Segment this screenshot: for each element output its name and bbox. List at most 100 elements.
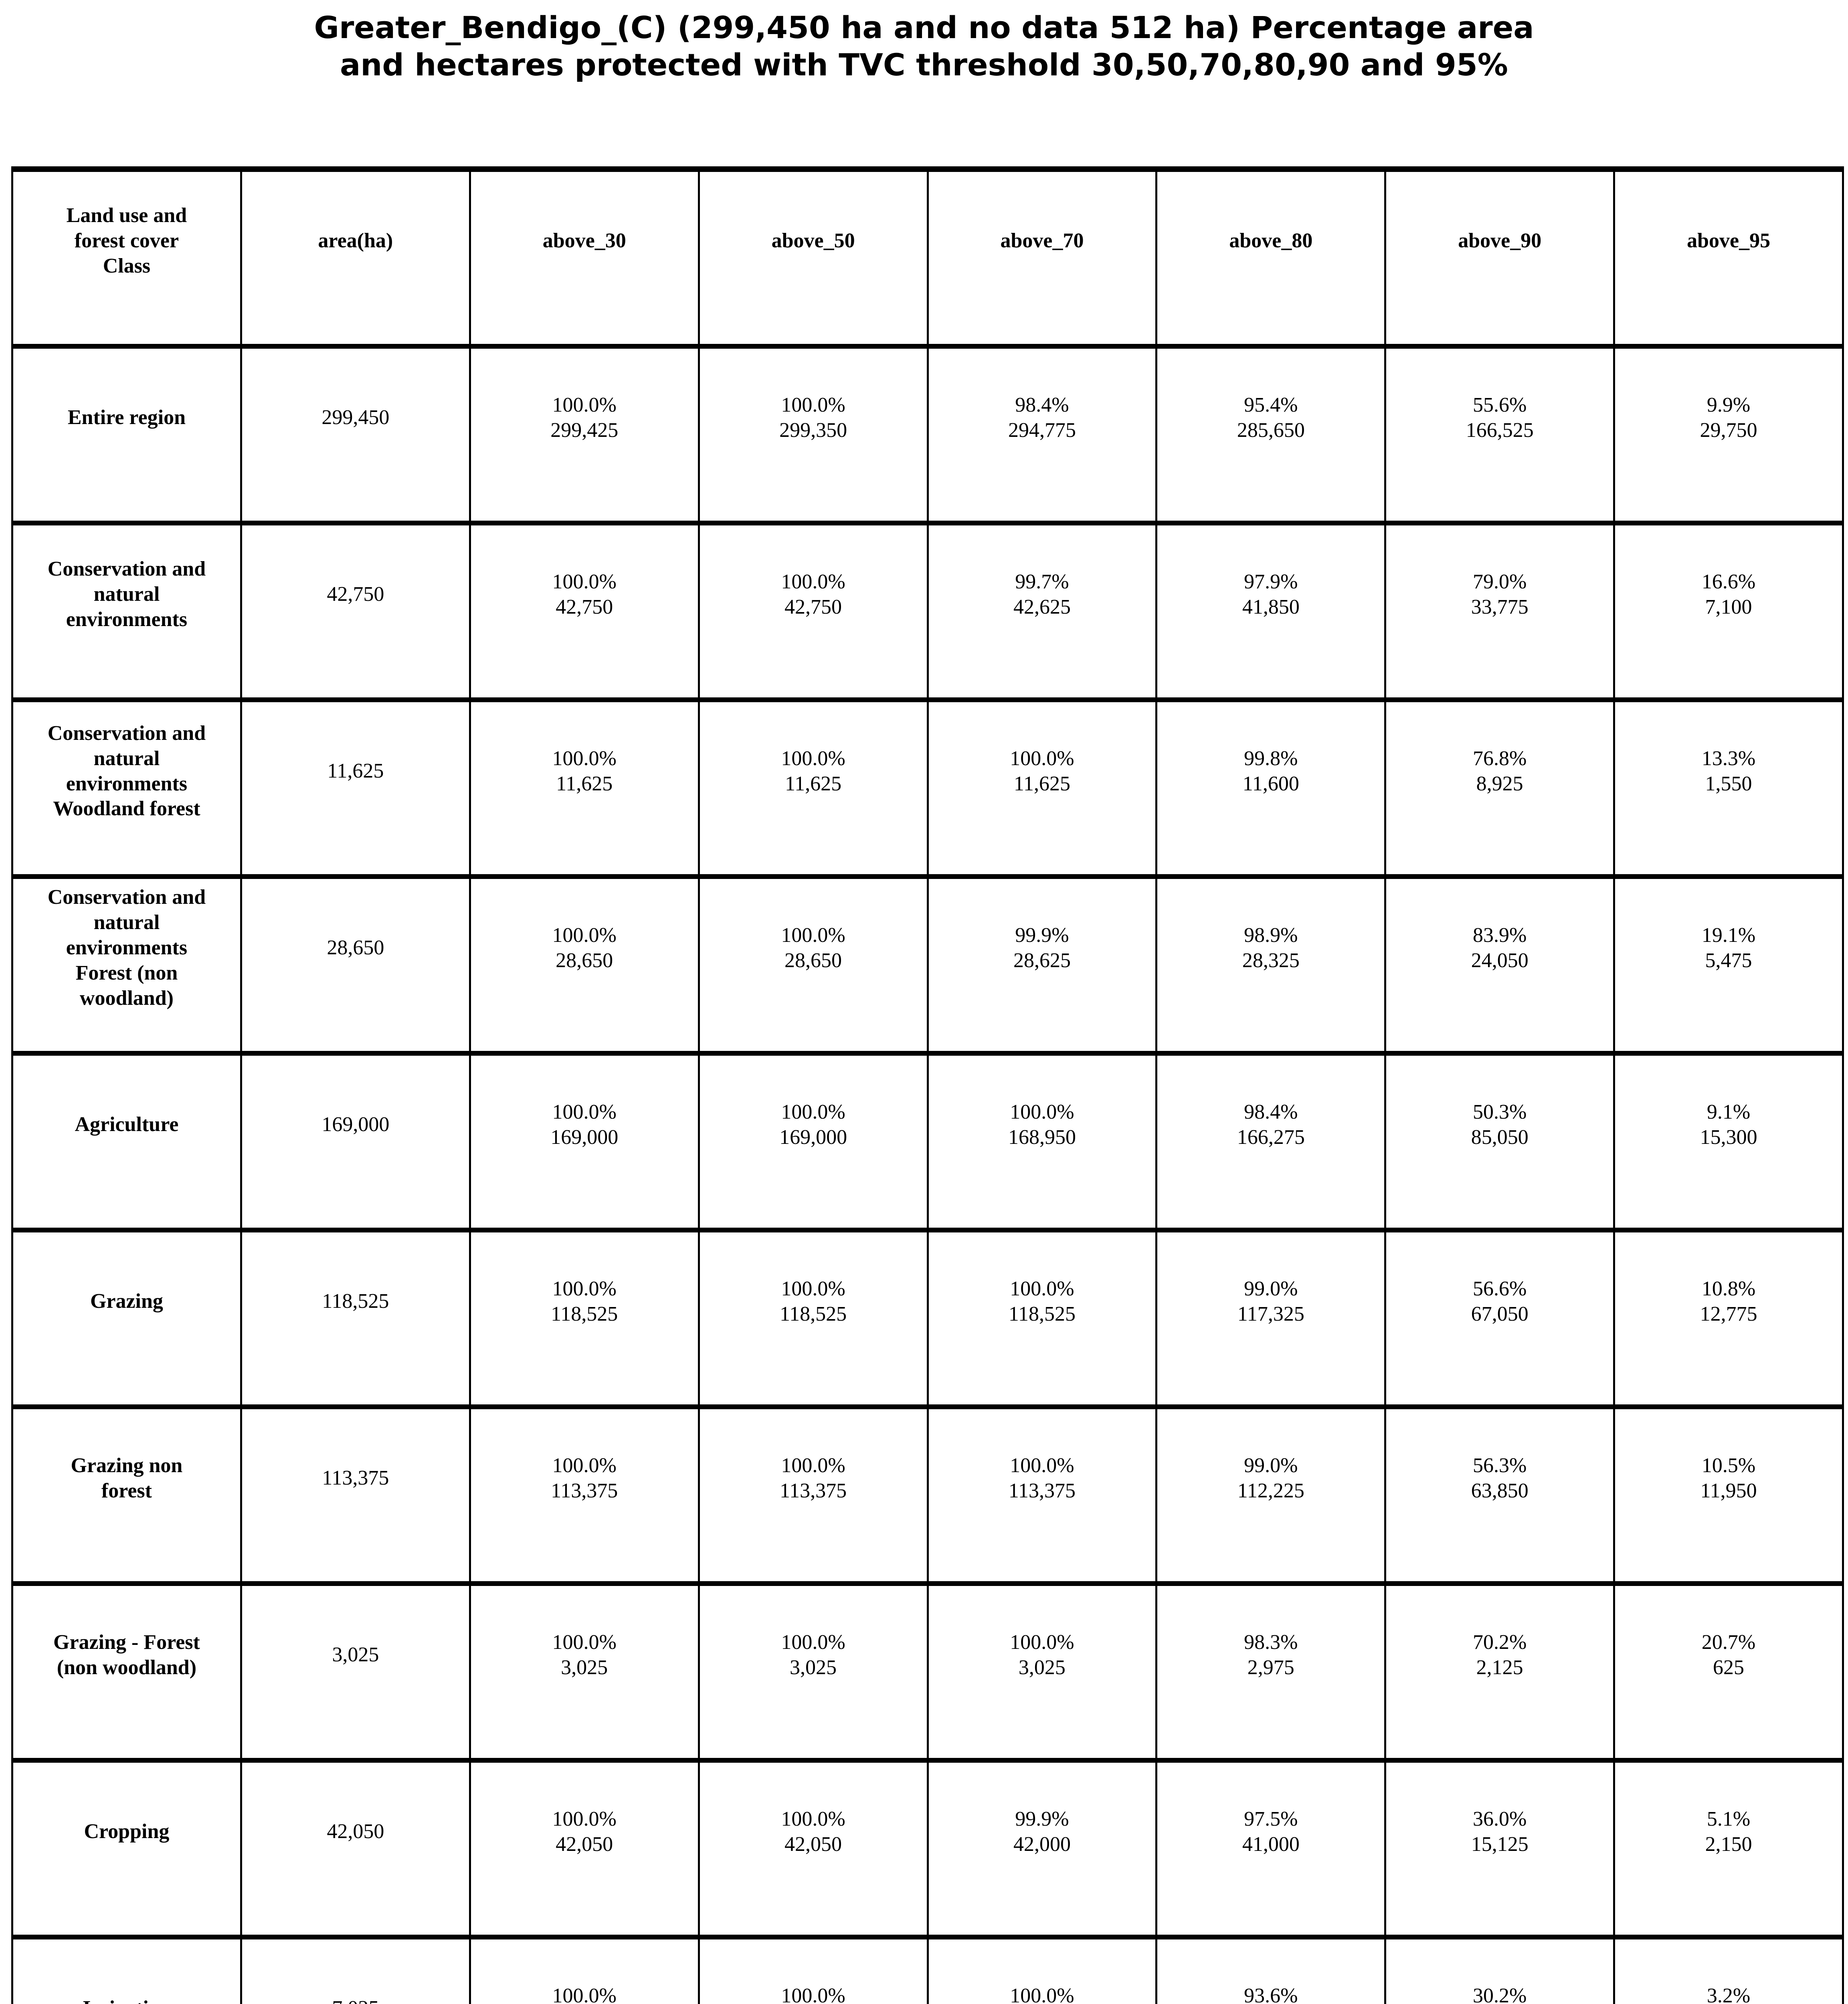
pct-value: 100.0% — [1010, 1277, 1074, 1300]
value-cell: 10.8% 12,775 — [1615, 1232, 1842, 1404]
value-cell: 100.0% 11,625 — [471, 702, 700, 874]
value-cell: 99.0% 117,325 — [1157, 1232, 1387, 1404]
ha-value: 118,525 — [780, 1302, 847, 1325]
row-label-cell: Conservation and natural environments Wo… — [13, 702, 242, 874]
pct-ha-value: 3.2%225 — [1707, 1984, 1750, 2004]
table-body: Entire region 299,450 100.0% 299,425 100.0% 2… — [13, 349, 1842, 2004]
value-cell: 98.4% 166,275 — [1157, 1056, 1387, 1228]
pct-ha-value: 76.8% 8,925 — [1473, 746, 1527, 797]
ha-value: 8,925 — [1476, 772, 1523, 795]
pct-ha-value: 98.4% 166,275 — [1237, 1100, 1305, 1150]
header-cell-above-90: above_90 — [1386, 172, 1615, 344]
pct-value: 13.3% — [1701, 747, 1756, 770]
pct-value: 10.8% — [1701, 1277, 1756, 1300]
pct-value: 56.3% — [1473, 1454, 1527, 1477]
header-label: above_30 — [542, 229, 626, 253]
pct-ha-value: 100.0% 118,525 — [780, 1277, 847, 1327]
value-cell: 13.3% 1,550 — [1615, 702, 1842, 874]
ha-value: 11,625 — [1013, 772, 1070, 795]
area-cell: 113,375 — [242, 1409, 471, 1581]
value-cell: 100.0% 42,050 — [700, 1763, 929, 1935]
pct-ha-value: 100.0% 11,625 — [1010, 746, 1074, 797]
value-cell: 70.2% 2,125 — [1386, 1586, 1615, 1758]
row-label: Conservation and natural environments — [47, 558, 206, 631]
header-label: Land use and forest cover Class — [66, 204, 187, 277]
value-cell: 100.0% 28,650 — [700, 879, 929, 1051]
ha-value: 169,000 — [550, 1125, 619, 1149]
ha-value: 3,025 — [561, 1656, 608, 1679]
value-cell: 100.0%7,025 — [471, 1939, 700, 2004]
pct-ha-value: 100.0% 118,525 — [551, 1277, 618, 1327]
value-cell: 56.3% 63,850 — [1386, 1409, 1615, 1581]
pct-value: 100.0% — [781, 393, 845, 416]
table-row: Agriculture 169,000 100.0% 169,000 100.0% 169… — [13, 1056, 1842, 1232]
value-cell: 100.0% 299,350 — [700, 349, 929, 521]
ha-value: 28,625 — [1013, 949, 1071, 972]
value-cell: 99.7% 42,625 — [929, 525, 1158, 697]
row-label-cell: Agriculture — [13, 1056, 242, 1228]
ha-value: 294,775 — [1008, 418, 1076, 442]
row-label-cell: Cropping — [13, 1763, 242, 1935]
value-cell: 100.0% 169,000 — [471, 1056, 700, 1228]
pct-value: 100.0% — [552, 1100, 617, 1123]
pct-value: 70.2% — [1473, 1630, 1527, 1654]
value-cell: 79.0% 33,775 — [1386, 525, 1615, 697]
pct-value: 100.0% — [552, 747, 617, 770]
pct-ha-value: 100.0% 28,650 — [781, 923, 845, 974]
ha-value: 5,475 — [1705, 949, 1752, 972]
value-cell: 100.0% 118,525 — [700, 1232, 929, 1404]
pct-value: 100.0% — [1010, 1454, 1074, 1477]
ha-value: 67,050 — [1471, 1302, 1529, 1325]
pct-value: 100.0% — [1010, 1100, 1074, 1123]
pct-ha-value: 83.9% 24,050 — [1471, 923, 1529, 974]
ha-value: 113,375 — [780, 1479, 847, 1502]
ha-value: 2,125 — [1476, 1656, 1523, 1679]
pct-ha-value: 36.0% 15,125 — [1471, 1807, 1529, 1857]
value-cell: 100.0% 169,000 — [700, 1056, 929, 1228]
ha-value: 7,100 — [1705, 595, 1752, 618]
row-label-cell: Grazing non forest — [13, 1409, 242, 1581]
area-value: 11,625 — [327, 760, 384, 783]
pct-ha-value: 70.2% 2,125 — [1473, 1630, 1527, 1681]
pct-ha-value: 100.0%7,025 — [1010, 1984, 1074, 2004]
pct-ha-value: 20.7% 625 — [1702, 1630, 1755, 1681]
pct-value: 100.0% — [552, 1807, 617, 1830]
value-cell: 9.9% 29,750 — [1615, 349, 1842, 521]
ha-value: 41,850 — [1242, 595, 1300, 618]
pct-value: 98.4% — [1244, 1100, 1298, 1123]
table-row: Conservation and natural environments 42,… — [13, 525, 1842, 702]
pct-value: 100.0% — [552, 1454, 617, 1477]
pct-ha-value: 100.0% 11,625 — [552, 746, 617, 797]
ha-value: 11,625 — [556, 772, 613, 795]
value-cell: 16.6% 7,100 — [1615, 525, 1842, 697]
pct-value: 100.0% — [1010, 1630, 1074, 1654]
ha-value: 29,750 — [1700, 418, 1757, 442]
ha-value: 113,375 — [1008, 1479, 1076, 1502]
pct-value: 10.5% — [1701, 1454, 1756, 1477]
value-cell: 56.6% 67,050 — [1386, 1232, 1615, 1404]
pct-value: 100.0% — [781, 1277, 845, 1300]
value-cell: 93.6%6,575 — [1157, 1939, 1387, 2004]
pct-ha-value: 10.8% 12,775 — [1700, 1277, 1757, 1327]
ha-value: 28,650 — [556, 949, 613, 972]
pct-value: 99.0% — [1244, 1454, 1298, 1477]
value-cell: 3.2%225 — [1615, 1939, 1842, 2004]
pct-ha-value: 100.0%7,025 — [781, 1984, 845, 2004]
pct-value: 98.3% — [1244, 1630, 1298, 1654]
pct-value: 55.6% — [1473, 393, 1527, 416]
header-cell-above-50: above_50 — [700, 172, 929, 344]
pct-ha-value: 99.8% 11,600 — [1243, 746, 1299, 797]
pct-value: 97.5% — [1244, 1807, 1298, 1830]
value-cell: 100.0% 118,525 — [929, 1232, 1158, 1404]
pct-value: 99.9% — [1015, 923, 1069, 947]
ha-value: 33,775 — [1471, 595, 1529, 618]
ha-value: 11,600 — [1242, 772, 1299, 795]
pct-ha-value: 5.1% 2,150 — [1705, 1807, 1752, 1857]
ha-value: 28,650 — [784, 949, 842, 972]
pct-value: 100.0% — [781, 1100, 845, 1123]
value-cell: 100.0% 11,625 — [700, 702, 929, 874]
ha-value: 42,050 — [556, 1832, 613, 1856]
pct-ha-value: 100.0%7,025 — [552, 1984, 617, 2004]
header-label: above_80 — [1229, 229, 1313, 253]
row-label: Agriculture — [75, 1113, 179, 1136]
